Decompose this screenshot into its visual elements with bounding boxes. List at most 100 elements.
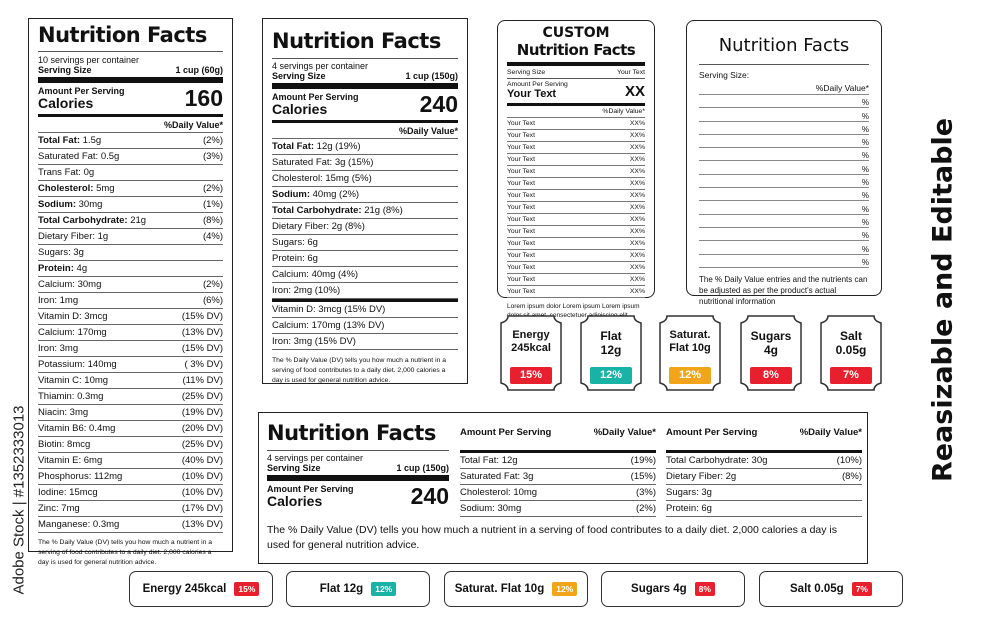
- nutrient-amount: 5mg: [93, 183, 115, 194]
- custom-row-value: XX%: [629, 192, 645, 200]
- pill-percent: 12%: [371, 582, 397, 596]
- blank-row: %: [699, 108, 869, 122]
- serving-size-label: Serving Size: [507, 69, 546, 77]
- nutrient-amount: Dietary Fiber: 1g: [38, 231, 109, 242]
- custom-row: Your Text XX%: [507, 214, 645, 227]
- custom-row-value: XX%: [629, 216, 645, 224]
- badge-percent: 7%: [830, 367, 872, 384]
- custom-row: Your Text XX%: [507, 118, 645, 131]
- nutrient-amount: 1.5g: [80, 135, 102, 146]
- badge-label-line2: 4g: [763, 343, 778, 358]
- nutrient-row: Cholesterol: 5mg (2%): [38, 181, 223, 197]
- custom-row-value: XX%: [629, 276, 645, 284]
- serving-size-label: Serving Size: [267, 463, 321, 473]
- nutrient-name: Cholesterol: 5mg: [38, 183, 115, 194]
- nutrient-amount: Sugars: 3g: [666, 487, 712, 498]
- custom-row-label: Your Text: [507, 228, 535, 236]
- nutrient-name: Vitamin E: 6mg: [38, 455, 102, 466]
- nutrient-row: Calcium: 40mg (4%): [272, 267, 458, 283]
- footnote: Lorem ipsum dolor Lorem ipsum Lorem ipsu…: [507, 303, 640, 320]
- nutrient-dv: (25% DV): [181, 391, 223, 402]
- nutrient-amount: Iron: 3mg (15% DV): [272, 336, 356, 347]
- amount-per-serving: Amount Per Serving: [38, 86, 125, 96]
- nutrient-name: Iron: 1mg: [38, 295, 78, 306]
- nutrient-name: Vitamin C: 10mg: [38, 375, 108, 386]
- pill-percent: 12%: [552, 582, 578, 596]
- nutrient-name: Vitamin D: 3mcg: [38, 311, 108, 322]
- blank-row: %: [699, 122, 869, 135]
- nutrient-dv: (13% DV): [181, 327, 223, 338]
- nutrient-row: Iodine: 15mcg (10% DV): [38, 485, 223, 501]
- custom-row: Your Text XX%: [507, 166, 645, 179]
- blank-row: %: [699, 215, 869, 228]
- nutrient-row: Niacin: 3mg (19% DV): [38, 405, 223, 421]
- nutrient-row: Thiamin: 0.3mg (25% DV): [38, 389, 223, 405]
- badge-label: Sugars 4g: [740, 329, 802, 358]
- custom-row-value: XX%: [629, 288, 645, 296]
- custom-row-label: Your Text: [507, 192, 535, 200]
- nutrient-row: Dietary Fiber: 1g (4%): [38, 229, 223, 245]
- nutrient-dv: (19% DV): [181, 407, 223, 418]
- serving-size-row: Serving Size 1 cup (150g): [272, 71, 458, 89]
- nutrient-name-bold: Total Carbohydrate:: [272, 205, 362, 216]
- nutrient-name: Niacin: 3mg: [38, 407, 88, 418]
- nutrient-name: Phosphorus: 112mg: [38, 471, 122, 482]
- nutrient-row: Sodium: 30mg (2%): [460, 501, 656, 517]
- calories-block: Amount Per Serving Calories 240: [267, 481, 449, 508]
- nutrition-label-blank: Nutrition Facts Serving Size: %Daily Val…: [686, 20, 882, 306]
- nutrient-amount: Calcium: 170mg (13% DV): [272, 320, 385, 331]
- nutrient-row: Total Carbohydrate: 21g (8%): [38, 213, 223, 229]
- nutrient-amount: Sugars: 3g: [38, 247, 84, 258]
- footnote: The % Daily Value entries and the nutrie…: [699, 274, 868, 307]
- serving-size-value: Your Text: [617, 69, 645, 77]
- nutrient-row: Sodium: 40mg (2%): [272, 187, 458, 203]
- nutrient-dv: (8%): [841, 471, 862, 482]
- blank-row: %: [699, 161, 869, 175]
- blank-row: %: [699, 175, 869, 189]
- daily-value-header: %Daily Value*: [38, 117, 223, 133]
- pill-label: Saturat. Flat 10g: [454, 583, 545, 595]
- nutrient-amount: Iron: 3mg: [38, 343, 79, 354]
- nutrient-row: Sodium: 30mg (1%): [38, 197, 223, 213]
- nutrient-dv: (17% DV): [181, 503, 223, 514]
- badge-label-line1: Flat: [600, 329, 622, 343]
- nutrient-row: Vitamin B6: 0.4mg (20% DV): [38, 421, 223, 437]
- nutrient-amount: Saturated Fat: 3g (15%): [272, 157, 374, 168]
- servings-per-container: 10 servings per container: [38, 55, 140, 65]
- nutrient-name: Iodine: 15mcg: [38, 487, 98, 498]
- nutrient-column-carbs: Amount Per Serving %Daily Value* Total C…: [666, 427, 862, 517]
- custom-heading: CUSTOM: [542, 25, 610, 41]
- badge-label-line2: 0.05g: [835, 343, 867, 358]
- nutrient-dv: (15%): [630, 471, 656, 482]
- nutrient-row: Biotin: 8mcg (25% DV): [38, 437, 223, 453]
- nutrient-amount: Zinc: 7mg: [38, 503, 80, 514]
- pill-label: Flat 12g: [319, 583, 364, 595]
- calories-label: Calories: [38, 95, 94, 111]
- nutrient-name: Protein: 4g: [38, 263, 87, 274]
- nutrient-row: Vitamin C: 10mg (11% DV): [38, 373, 223, 389]
- nutrient-dv: (2%): [635, 503, 656, 514]
- serving-size-value: 1 cup (60g): [175, 65, 223, 75]
- custom-row-label: Your Text: [507, 276, 535, 284]
- label-title: Nutrition Facts: [272, 29, 441, 53]
- serving-size-value: 1 cup (150g): [396, 463, 449, 473]
- nutrient-row: Sugars: 3g: [38, 245, 223, 261]
- nutrient-amount: Calcium: 40mg (4%): [272, 269, 359, 280]
- nutrient-row: Protein: 6g: [272, 251, 458, 267]
- custom-row-label: Your Text: [507, 288, 535, 296]
- daily-value-header: %Daily Value*: [272, 123, 458, 139]
- custom-row-label: Your Text: [507, 120, 535, 128]
- nutrient-dv: (3%): [635, 487, 656, 498]
- custom-row-label: Your Text: [507, 168, 535, 176]
- nutrient-badge: Saturat. Flat 10g 12%: [659, 315, 721, 391]
- nutrient-name: Saturated Fat: 0.5g: [38, 151, 119, 162]
- nutrient-name-bold: Total Fat:: [272, 141, 315, 152]
- your-text-value: XX: [624, 83, 645, 101]
- nutrient-amount: 21g: [127, 215, 147, 226]
- nutrient-row: Potassium: 140mg ( 3% DV): [38, 357, 223, 373]
- nutrient-row: Sugars: 6g: [272, 235, 458, 251]
- custom-row-label: Your Text: [507, 132, 535, 140]
- pill-label: Sugars 4g: [631, 583, 687, 595]
- serving-size-label: Serving Size: [272, 71, 326, 81]
- custom-row: Your Text XX%: [507, 142, 645, 155]
